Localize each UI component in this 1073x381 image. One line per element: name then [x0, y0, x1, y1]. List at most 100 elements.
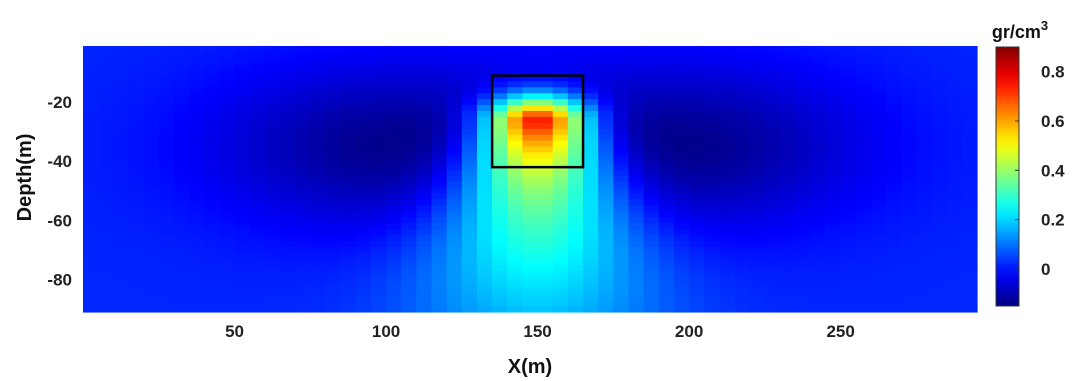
heatmap-cell [204, 264, 220, 272]
heatmap-cell [734, 300, 751, 307]
heatmap-cell [916, 294, 933, 301]
heatmap-cell [522, 181, 539, 189]
heatmap-cell [598, 164, 614, 171]
heatmap-cell [628, 146, 645, 153]
heatmap-cell [143, 252, 160, 260]
heatmap-cell [173, 246, 190, 254]
heatmap-cell [780, 282, 796, 289]
heatmap-cell [83, 241, 99, 248]
heatmap-cell [946, 146, 963, 153]
heatmap-cell [855, 116, 872, 124]
heatmap-cell [840, 276, 857, 284]
heatmap-cell [98, 199, 114, 207]
heatmap-cell [704, 276, 721, 284]
heatmap-cell [401, 134, 417, 142]
heatmap-cell [749, 105, 766, 112]
heatmap-cell [628, 270, 645, 278]
heatmap-cell [825, 217, 842, 224]
heatmap-cell [264, 134, 281, 142]
heatmap-cell [98, 176, 114, 183]
heatmap-cell [780, 187, 796, 195]
heatmap-cell [386, 282, 402, 289]
heatmap-cell [295, 176, 311, 183]
heatmap-cell [931, 51, 948, 59]
heatmap-cell [446, 241, 463, 248]
heatmap-cell [810, 51, 827, 59]
heatmap-cell [613, 81, 630, 88]
heatmap-cell [583, 246, 599, 254]
heatmap-cell [870, 252, 887, 260]
heatmap-cell [658, 270, 675, 278]
heatmap-cell [825, 170, 842, 177]
heatmap-cell [704, 217, 721, 224]
heatmap-cell [310, 300, 327, 307]
heatmap-cell [340, 46, 357, 53]
heatmap-cell [386, 229, 402, 236]
heatmap-cell [234, 164, 251, 171]
heatmap-cell [598, 235, 614, 242]
heatmap-cell [567, 93, 584, 100]
heatmap-cell [780, 205, 796, 213]
heatmap-cell [537, 282, 554, 289]
heatmap-cell [537, 128, 554, 136]
heatmap-cell [492, 229, 508, 236]
heatmap-cell [416, 69, 433, 77]
heatmap-cell [764, 300, 781, 307]
colorbar-unit-base: gr/cm [992, 22, 1041, 42]
heatmap-cell [840, 51, 857, 59]
heatmap-cell [370, 128, 387, 136]
heatmap-cell [598, 51, 614, 59]
heatmap-cell [189, 57, 205, 65]
heatmap-cell [219, 294, 236, 301]
heatmap-cell [795, 176, 811, 183]
heatmap-cell [673, 229, 690, 236]
heatmap-cell [234, 122, 251, 130]
heatmap-cell [310, 140, 327, 148]
heatmap-cell [461, 63, 478, 71]
heatmap-cell [749, 116, 766, 124]
heatmap-cell [886, 111, 902, 118]
heatmap-cell [446, 211, 463, 218]
heatmap-cell [219, 93, 236, 100]
heatmap-cell [431, 63, 448, 71]
heatmap-cell [295, 51, 311, 59]
heatmap-cell [916, 69, 933, 77]
heatmap-cell [825, 193, 842, 201]
heatmap-cell [537, 229, 554, 236]
heatmap-cell [673, 116, 690, 124]
heatmap-cell [598, 229, 614, 236]
heatmap-cell [931, 217, 948, 224]
heatmap-cell [507, 81, 524, 88]
heatmap-cell [734, 229, 751, 236]
heatmap-cell [355, 63, 372, 71]
heatmap-cell [431, 140, 448, 148]
heatmap-cell [431, 69, 448, 77]
heatmap-cell [567, 288, 584, 295]
heatmap-cell [492, 276, 508, 284]
heatmap-cell [810, 63, 827, 71]
heatmap-cell [325, 134, 342, 142]
heatmap-cell [295, 46, 311, 53]
heatmap-cell [128, 211, 145, 218]
heatmap-cell [886, 211, 902, 218]
heatmap-cell [961, 217, 978, 224]
heatmap-cell [446, 306, 463, 313]
heatmap-cell [492, 51, 508, 59]
heatmap-cell [916, 99, 933, 106]
heatmap-cell [689, 294, 705, 301]
heatmap-cell [719, 300, 736, 307]
heatmap-cell [310, 306, 327, 313]
heatmap-cell [689, 81, 705, 88]
heatmap-cell [83, 264, 99, 272]
heatmap-cell [507, 294, 524, 301]
heatmap-cell [143, 69, 160, 77]
heatmap-cell [734, 146, 751, 153]
heatmap-cell [325, 63, 342, 71]
heatmap-cell [961, 152, 978, 159]
heatmap-cell [234, 246, 251, 254]
heatmap-cell [628, 170, 645, 177]
heatmap-cell [189, 288, 205, 295]
heatmap-cell [552, 282, 569, 289]
heatmap-cell [219, 306, 236, 313]
heatmap-cell [628, 199, 645, 207]
